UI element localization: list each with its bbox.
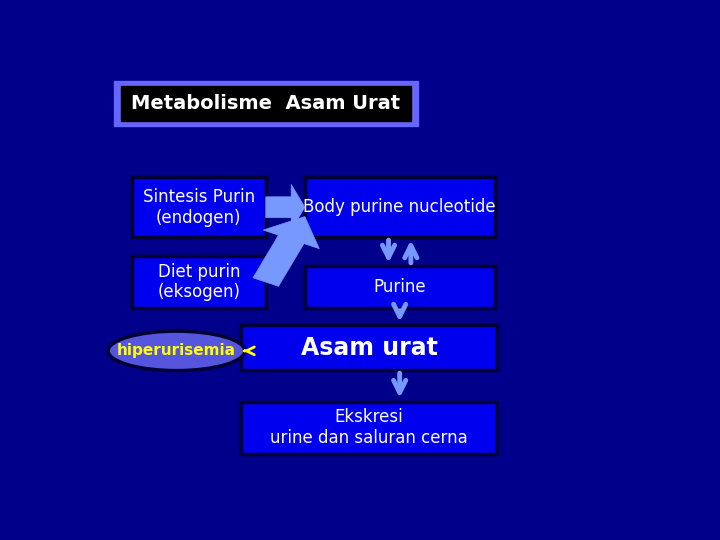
Text: Sintesis Purin
(endogen): Sintesis Purin (endogen)	[143, 188, 255, 227]
Text: hiperurisemia: hiperurisemia	[117, 343, 236, 359]
FancyBboxPatch shape	[240, 325, 498, 370]
FancyBboxPatch shape	[240, 402, 498, 454]
FancyBboxPatch shape	[305, 177, 495, 238]
Text: Diet purin
(eksogen): Diet purin (eksogen)	[157, 262, 240, 301]
Polygon shape	[266, 184, 305, 230]
Text: Asam urat: Asam urat	[300, 335, 438, 360]
Text: Purine: Purine	[374, 278, 426, 296]
Text: Ekskresi
urine dan saluran cerna: Ekskresi urine dan saluran cerna	[270, 408, 468, 447]
FancyBboxPatch shape	[132, 177, 266, 238]
Text: Body purine nucleotide: Body purine nucleotide	[303, 198, 496, 216]
FancyBboxPatch shape	[114, 80, 418, 126]
Polygon shape	[253, 217, 319, 286]
FancyBboxPatch shape	[305, 266, 495, 308]
FancyBboxPatch shape	[132, 256, 266, 308]
Ellipse shape	[108, 331, 245, 370]
Text: Metabolisme  Asam Urat: Metabolisme Asam Urat	[131, 94, 400, 113]
FancyBboxPatch shape	[121, 85, 411, 121]
